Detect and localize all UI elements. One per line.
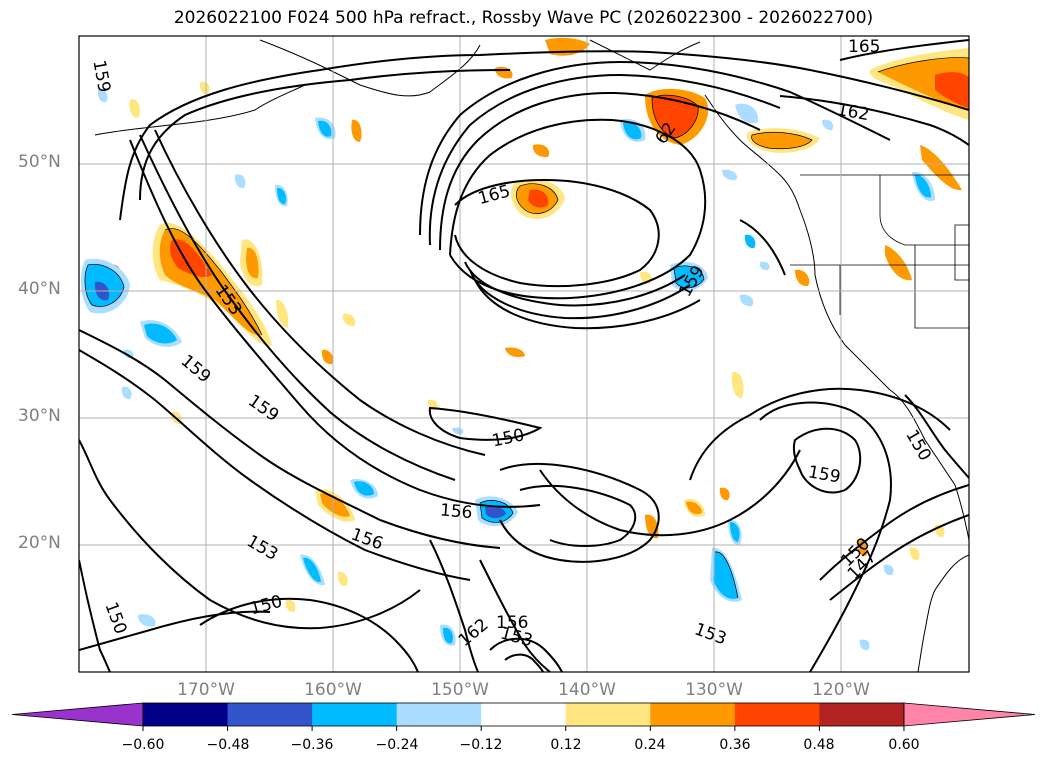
lat-label-40n: 40°N <box>18 279 61 299</box>
colorbar-frame <box>142 702 905 727</box>
anomaly-outlines <box>84 57 969 599</box>
plot-frame <box>78 35 970 673</box>
colorbar-tick-label: 0.12 <box>550 737 582 753</box>
coastlines <box>94 39 969 672</box>
lon-label-160w: 160°W <box>304 680 362 700</box>
colorbar-tick-label: −0.12 <box>459 737 503 753</box>
graticule <box>79 36 969 672</box>
lon-label-120w: 120°W <box>812 680 870 700</box>
lon-label-170w: 170°W <box>177 680 235 700</box>
colorbar-segment <box>396 703 482 726</box>
political-borders <box>790 174 969 329</box>
colorbar-segment <box>312 703 398 726</box>
colorbar-segment <box>143 703 229 726</box>
negative-anomaly-fields <box>80 89 935 651</box>
colorbar-segment <box>734 703 820 726</box>
contour-label: 156 <box>496 613 528 633</box>
lat-label-50n: 50°N <box>18 152 61 172</box>
lon-label-140w: 140°W <box>558 680 616 700</box>
lat-label-30n: 30°N <box>18 406 61 426</box>
colorbar-tick-label: 0.24 <box>634 737 666 753</box>
colorbar-segment <box>650 703 736 726</box>
refractivity-contours <box>79 39 969 672</box>
colorbar-tick-label: −0.36 <box>290 737 334 753</box>
colorbar <box>11 702 1036 731</box>
map-title: 2026022100 F024 500 hPa refract., Rossby… <box>173 8 874 28</box>
lat-label-20n: 20°N <box>18 533 61 553</box>
colorbar-tick-label: 0.36 <box>719 737 751 753</box>
colorbar-tick-label: 0.60 <box>888 737 920 753</box>
colorbar-tick-label: −0.60 <box>121 737 165 753</box>
colorbar-segment <box>227 703 313 726</box>
lon-label-130w: 130°W <box>685 680 743 700</box>
colorbar-segment <box>481 703 567 726</box>
lon-label-150w: 150°W <box>431 680 489 700</box>
colorbar-segment <box>565 703 651 726</box>
colorbar-tick-label: −0.48 <box>206 737 250 753</box>
colorbar-tick-label: 0.48 <box>803 737 835 753</box>
contour-label: 156 <box>439 500 473 523</box>
colorbar-arrow-left <box>11 702 144 727</box>
colorbar-segment <box>819 703 905 726</box>
colorbar-arrow-right <box>903 702 1036 727</box>
contour-label: 165 <box>848 37 880 57</box>
colorbar-tick-label: −0.24 <box>375 737 419 753</box>
